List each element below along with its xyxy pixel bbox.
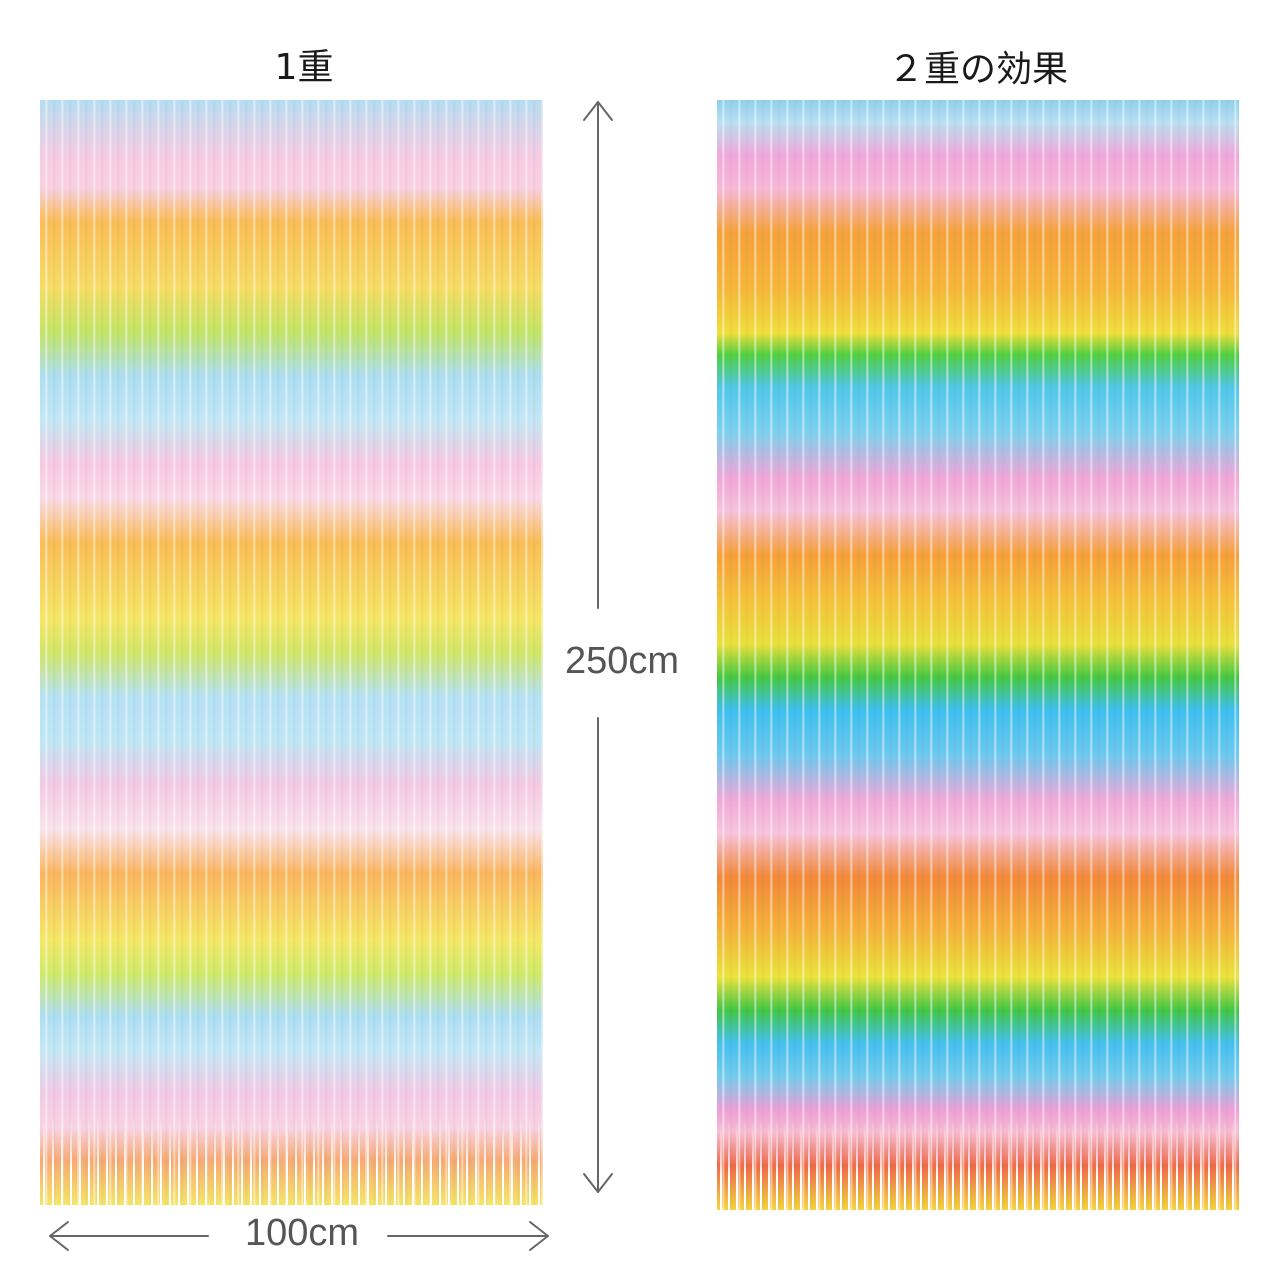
single-curtain-strands	[40, 100, 543, 1205]
width-arrow-right-head	[529, 1221, 549, 1251]
height-arrow-bottom-head	[583, 1173, 613, 1193]
width-dimension-label: 100cm	[244, 1212, 360, 1254]
single-curtain-fringe	[40, 1115, 543, 1205]
double-curtain-fringe	[717, 1120, 1239, 1210]
double-layer-label: ２重の効果	[887, 49, 1068, 90]
double-curtain-strands	[717, 100, 1239, 1210]
width-arrow-left-head	[49, 1221, 69, 1251]
height-arrow-top-head	[583, 101, 613, 121]
double-curtain-image	[717, 100, 1239, 1210]
height-dimension-label: 250cm	[552, 640, 692, 683]
single-curtain-image	[40, 100, 543, 1205]
single-layer-label: 1重	[274, 47, 334, 88]
